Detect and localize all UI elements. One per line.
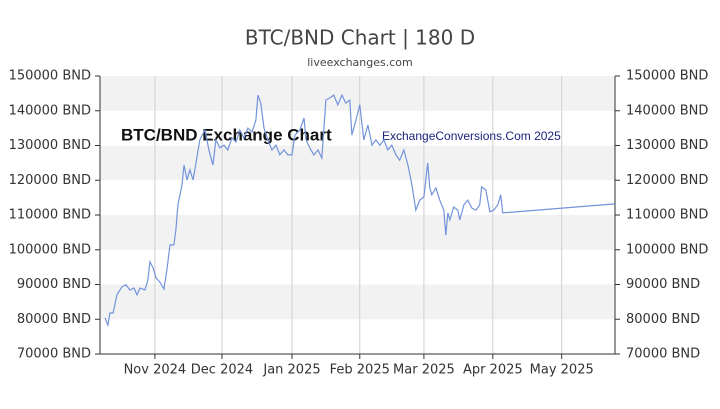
y2-tick-label: 120000 BND bbox=[626, 173, 708, 188]
y2-tick-label: 150000 BND bbox=[626, 69, 708, 84]
y-tick-label: 70000 BND bbox=[17, 347, 91, 362]
y-tick-label: 120000 BND bbox=[9, 173, 91, 188]
y-tick-label: 130000 BND bbox=[9, 138, 91, 153]
y-tick-label: 90000 BND bbox=[17, 277, 91, 292]
y-tick-label: 110000 BND bbox=[9, 208, 91, 223]
y2-tick-label: 80000 BND bbox=[626, 312, 700, 327]
chart-title: BTC/BND Chart | 180 D bbox=[245, 26, 475, 50]
grid-band bbox=[100, 215, 615, 250]
grid-band bbox=[100, 76, 615, 111]
x-tick-label: May 2025 bbox=[530, 363, 594, 378]
watermark: ExchangeConversions.Com 2025 bbox=[382, 129, 561, 143]
chart-subtitle: liveexchanges.com bbox=[307, 56, 412, 69]
x-tick-label: Mar 2025 bbox=[393, 363, 455, 378]
grid-band bbox=[100, 145, 615, 181]
x-tick-label: Jan 2025 bbox=[262, 363, 320, 378]
plot-background bbox=[100, 76, 615, 320]
y2-tick-label: 100000 BND bbox=[626, 242, 708, 257]
x-tick-label: Nov 2024 bbox=[124, 363, 187, 378]
y2-tick-label: 90000 BND bbox=[626, 277, 700, 292]
line-series bbox=[104, 93, 615, 328]
watermark: BTC/BND Exchange Chart bbox=[121, 125, 332, 144]
x-tick-label: Apr 2025 bbox=[463, 363, 523, 378]
x-tick-label: Dec 2024 bbox=[191, 363, 253, 378]
y-tick-label: 80000 BND bbox=[17, 312, 91, 327]
y2-tick-label: 130000 BND bbox=[626, 138, 708, 153]
y-tick-label: 150000 BND bbox=[9, 69, 91, 84]
y2-tick-label: 140000 BND bbox=[626, 103, 708, 118]
y-tick-label: 100000 BND bbox=[9, 242, 91, 257]
grid-band bbox=[100, 284, 615, 320]
y2-tick-label: 70000 BND bbox=[626, 347, 700, 362]
y2-tick-label: 110000 BND bbox=[626, 208, 708, 223]
x-tick-label: Feb 2025 bbox=[330, 363, 390, 378]
y-tick-label: 140000 BND bbox=[9, 103, 91, 118]
